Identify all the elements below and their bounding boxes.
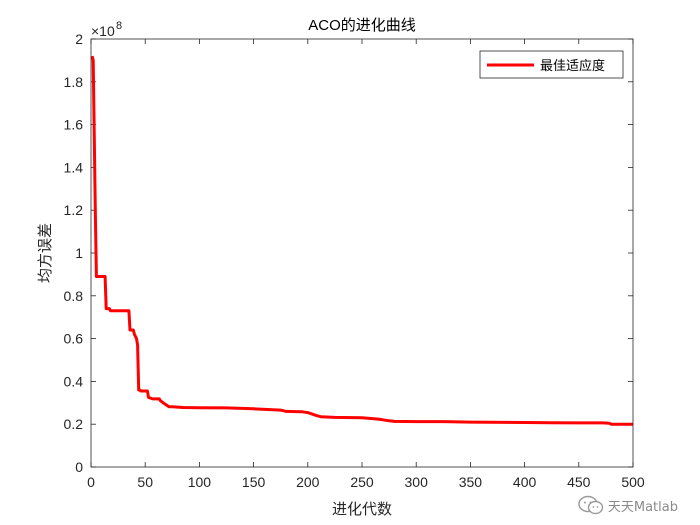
x-tick-label: 300 xyxy=(405,474,429,490)
legend-entry-label: 最佳适应度 xyxy=(540,58,605,73)
plot-area xyxy=(91,39,633,467)
series-layer xyxy=(90,55,633,426)
x-tick-label: 400 xyxy=(513,474,537,490)
x-tick-label: 350 xyxy=(459,474,483,490)
y-tick-label: 1 xyxy=(75,245,83,261)
x-tick-label: 200 xyxy=(296,474,320,490)
y-tick-label: 0.2 xyxy=(64,416,84,432)
series-line-0 xyxy=(90,55,633,426)
y-tick-label: 1.4 xyxy=(64,159,84,175)
x-tick-label: 450 xyxy=(567,474,591,490)
y-exponent: ×10 8 xyxy=(91,20,122,39)
x-tick-label: 250 xyxy=(350,474,374,490)
axis-ticks: 0 50 100 150 200 250 300 350 400 450 500 0 0.2 0.4 0.6… xyxy=(64,31,645,490)
watermark-text: 天天Matlab xyxy=(607,499,678,515)
y-exponent-power: 8 xyxy=(116,20,122,32)
wechat-icon xyxy=(578,495,604,515)
y-exponent-base: ×10 xyxy=(91,23,115,39)
legend: 最佳适应度 xyxy=(479,50,624,79)
y-axis-label: 均方误差 xyxy=(36,223,54,283)
y-tick-label: 0.4 xyxy=(64,373,84,389)
y-tick-label: 0.8 xyxy=(64,288,84,304)
watermark: 天天Matlab xyxy=(578,495,678,515)
y-tick-label: 2 xyxy=(75,31,83,47)
y-tick-label: 0.6 xyxy=(64,331,84,347)
chart-title: ACO的进化曲线 xyxy=(308,17,416,34)
x-tick-label: 100 xyxy=(188,474,212,490)
x-tick-label: 50 xyxy=(137,474,153,490)
plot-frame xyxy=(90,38,634,468)
y-tick-label: 1.2 xyxy=(64,202,84,218)
x-tick-label: 150 xyxy=(242,474,266,490)
y-tick-label: 1.6 xyxy=(64,117,84,133)
y-tick-label: 1.8 xyxy=(64,74,84,90)
y-tick-label: 0 xyxy=(75,459,83,475)
x-axis-label: 进化代数 xyxy=(332,500,392,518)
x-tick-label: 500 xyxy=(621,474,645,490)
x-tick-label: 0 xyxy=(87,474,95,490)
